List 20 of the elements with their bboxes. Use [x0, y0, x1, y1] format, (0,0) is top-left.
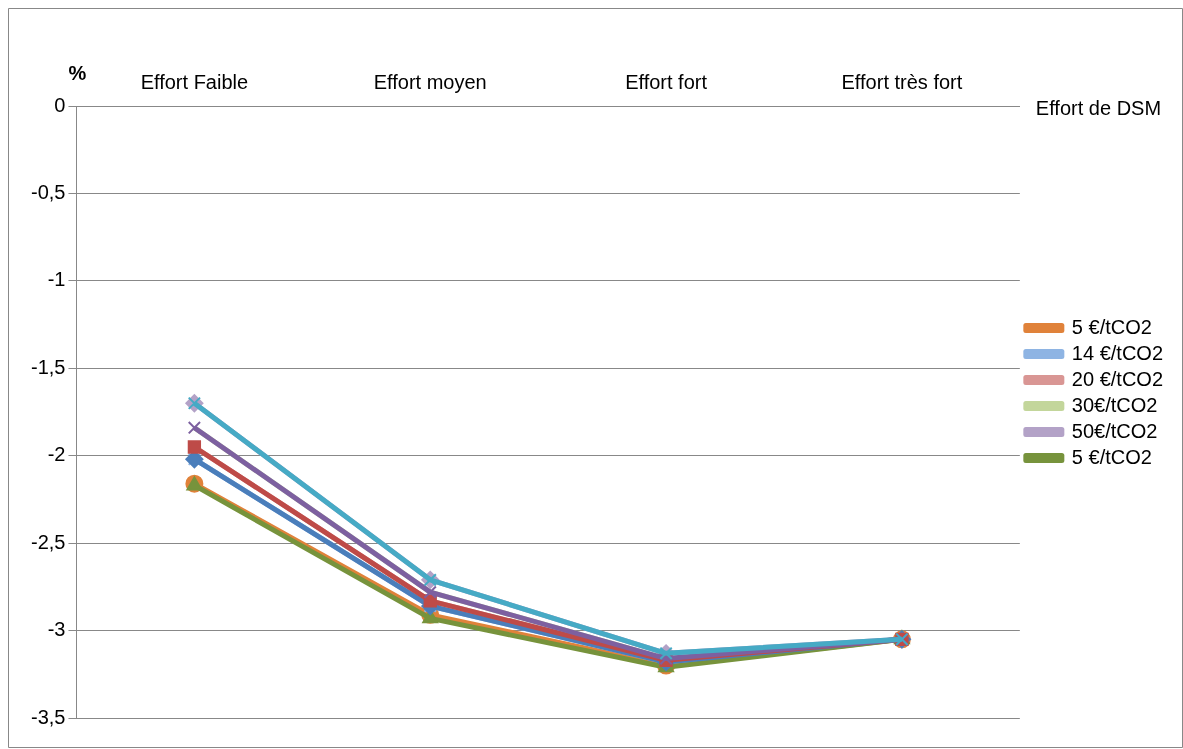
- y-tick-label: -3: [47, 618, 66, 641]
- legend-label: 14 €/tCO2: [1071, 341, 1164, 364]
- legend-label: 5 €/tCO2: [1071, 315, 1152, 338]
- legend-label: 50€/tCO2: [1071, 419, 1158, 442]
- legend-label: 5 €/tCO2: [1071, 445, 1152, 468]
- y-tick-label: 0: [54, 93, 66, 116]
- y-tick-label: -1: [47, 268, 66, 291]
- y-tick-label: -0,5: [30, 180, 66, 203]
- x-axis-title: Effort de DSM: [1035, 96, 1162, 119]
- x-tick-label: Effort fort: [625, 70, 708, 93]
- y-tick-label: -1,5: [30, 355, 66, 378]
- x-tick-label: Effort Faible: [140, 70, 249, 93]
- x-tick-label: Effort très fort: [841, 70, 963, 93]
- y-tick-label: -3,5: [30, 705, 66, 728]
- x-tick-label: Effort moyen: [373, 70, 487, 93]
- legend-label: 20 €/tCO2: [1071, 367, 1164, 390]
- y-tick-label: -2: [47, 443, 66, 466]
- y-axis-title: %: [68, 61, 87, 84]
- y-tick-label: -2,5: [30, 530, 66, 553]
- legend-label: 30€/tCO2: [1071, 393, 1158, 416]
